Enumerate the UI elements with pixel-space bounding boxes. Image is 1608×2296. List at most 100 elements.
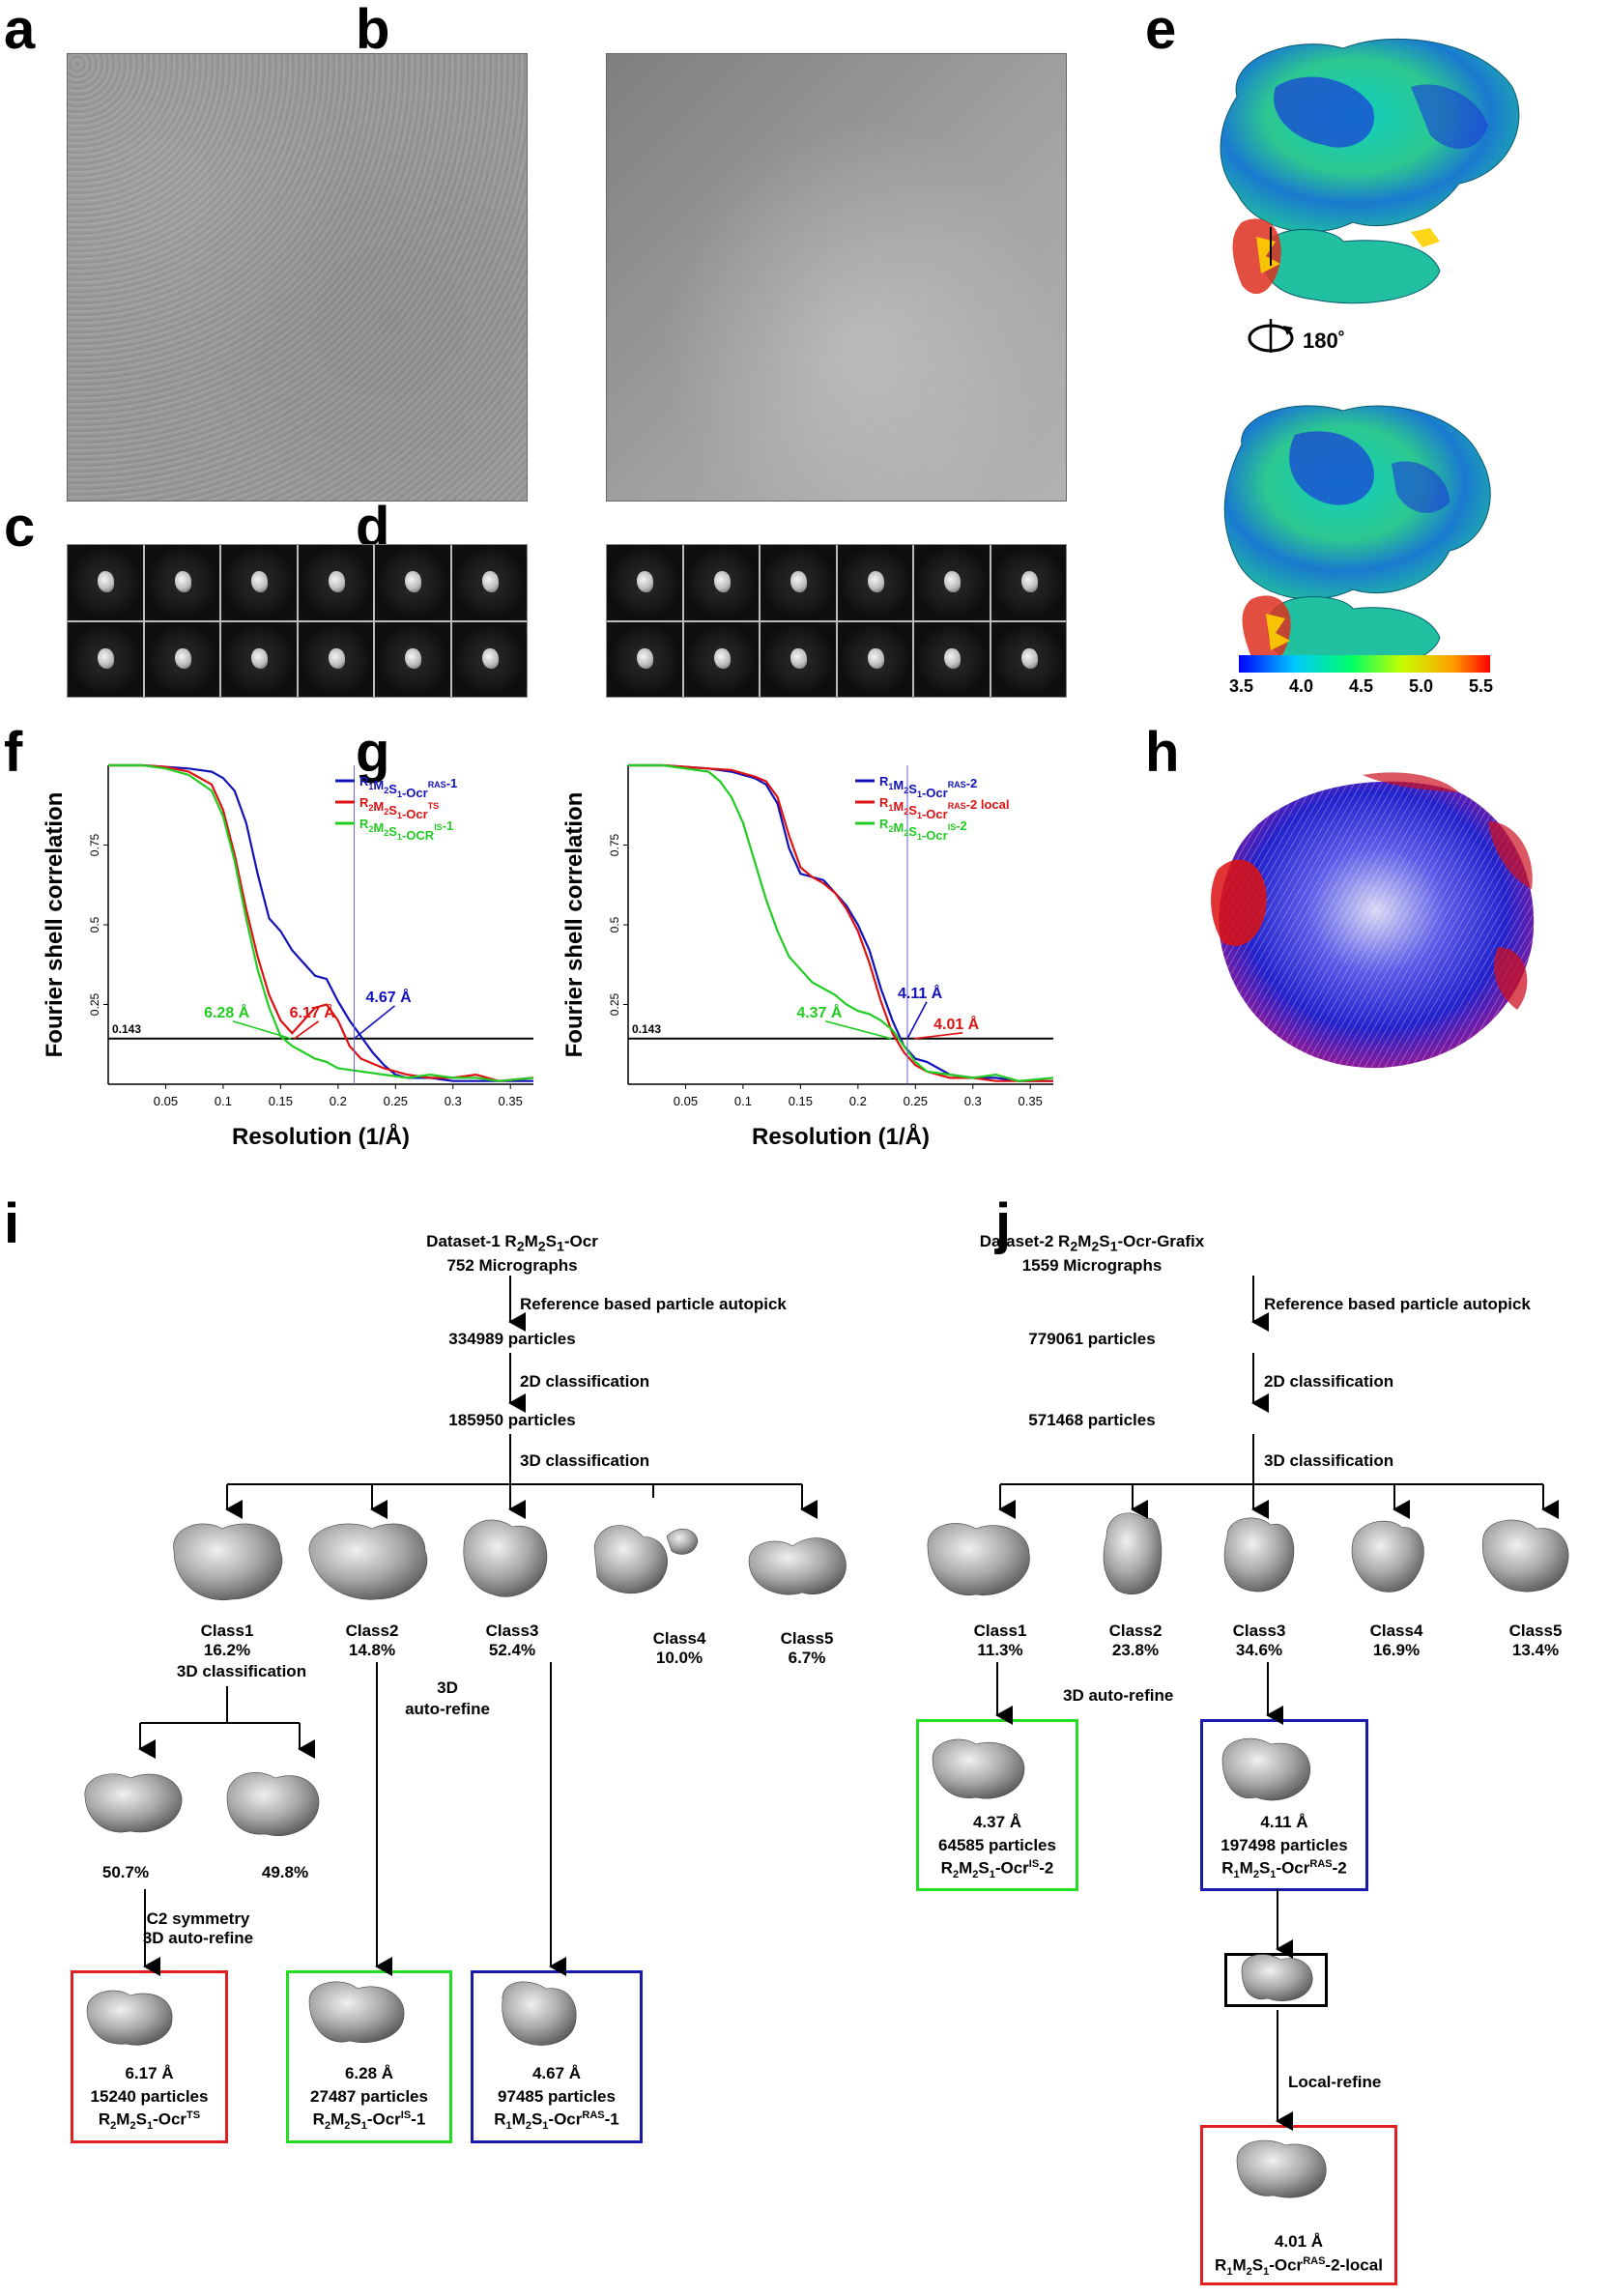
colorbar-ticks: 3.5 4.0 4.5 5.0 5.5 (1229, 676, 1519, 700)
class-averages-c (67, 544, 528, 698)
annotation-arrow (825, 1020, 892, 1040)
class-label: Class3 52.4% (485, 1622, 539, 1659)
x-tick-label: 0.05 (674, 1094, 698, 1108)
rotation-arrow-icon (1248, 227, 1294, 353)
sub-3d-classification: 3D classification (176, 1662, 307, 1680)
annotation-arrow (914, 1032, 963, 1040)
annotation-label: 4.01 Å (933, 1015, 980, 1033)
legend-entry: R2M2S1-OCRIS-1 (359, 817, 453, 843)
step-2d: 2D classification (1264, 1372, 1394, 1391)
step-2d: 2D classification (520, 1372, 650, 1391)
annotation-label: 6.17 Å (290, 1003, 336, 1021)
x-tick-label: 0.15 (269, 1094, 293, 1108)
annotation-label: 4.11 Å (898, 984, 943, 1002)
particle-count-2: 571468 particles (1028, 1411, 1156, 1429)
model-name: R1M2S1-OcrRAS-1 (494, 2109, 619, 2133)
x-tick-label: 0.3 (445, 1094, 462, 1108)
y-axis-label: Fourier shell correlation (42, 792, 68, 1058)
step-autopick: Reference based particle autopick (520, 1295, 787, 1313)
map-top-view (1220, 38, 1520, 304)
step-3d: 3D classification (1264, 1451, 1394, 1470)
resolution: 4.11 Å (1260, 1813, 1308, 1831)
x-tick-label: 0.2 (330, 1094, 347, 1108)
colorbar-tick: 5.0 (1409, 676, 1434, 696)
class-average (991, 621, 1066, 697)
class-average (683, 545, 759, 620)
class-average (607, 545, 682, 620)
x-tick-label: 0.2 (849, 1094, 867, 1108)
panel-label-i: i (4, 1192, 20, 1255)
annotation-arrow (294, 1020, 320, 1040)
colorbar-tick: 4.5 (1349, 676, 1374, 696)
class-average (761, 621, 836, 697)
legend-entry: R2M2S1-OcrIS-2 (879, 817, 967, 843)
y-tick-label: 0.5 (608, 916, 621, 933)
series-line (108, 763, 534, 1082)
particles: 64585 particles (938, 1836, 1056, 1854)
panel-label-j: j (995, 1192, 1012, 1255)
map-rotated-view (1223, 405, 1491, 672)
auto-refine-label: 3D auto-refine (405, 1679, 490, 1718)
class-average (375, 621, 450, 697)
x-tick-label: 0.1 (734, 1094, 752, 1108)
class-average (298, 621, 373, 697)
step-3d: 3D classification (520, 1451, 650, 1470)
particle-count-1: 779061 particles (1028, 1330, 1156, 1348)
auto-refine-label: 3D auto-refine (1063, 1686, 1174, 1705)
annotation-arrow (232, 1020, 292, 1040)
fsc-chart-f: 0.05 0.1 0.15 0.2 0.25 0.3 0.35 0.25 0.5 0.75 Four… (42, 763, 534, 1150)
class-average (761, 545, 836, 620)
y-tick-label: 0.25 (88, 992, 101, 1016)
class-label: Class5 13.4% (1508, 1622, 1563, 1659)
rotation-label: 180˚ (1303, 329, 1345, 353)
class-average (914, 621, 990, 697)
class-averages-d (606, 544, 1067, 698)
annotation-label: 4.37 Å (796, 1003, 843, 1021)
y-tick-label: 0.25 (608, 992, 621, 1016)
resolution: 6.28 Å (344, 2064, 394, 2082)
y-tick-label: 0.75 (608, 833, 621, 856)
legend-entry: R1M2S1-OcrRAS-2 local (879, 795, 1010, 821)
x-tick-label: 0.1 (215, 1094, 232, 1108)
colorbar-tick: 3.5 (1229, 676, 1254, 696)
x-tick-label: 0.25 (904, 1094, 928, 1108)
colorbar (1239, 655, 1490, 673)
class-average (298, 545, 373, 620)
y-axis-label: Fourier shell correlation (561, 792, 588, 1058)
legend-entry: R1M2S1-OcrRAS-1 (359, 774, 457, 800)
fsc-chart-g: 0.05 0.1 0.15 0.2 0.25 0.3 0.35 0.25 0.5 0.75 Four… (561, 763, 1054, 1150)
class-average (837, 545, 912, 620)
annotation-arrow (906, 1001, 928, 1040)
colorbar-tick: 5.5 (1469, 676, 1494, 696)
threshold-label: 0.143 (112, 1022, 141, 1036)
panel-label-a: a (4, 0, 36, 61)
dataset-title: Dataset-2 R2M2S1-Ocr-Grafix (979, 1232, 1205, 1255)
class-label: Class5 6.7% (780, 1629, 834, 1667)
step-autopick: Reference based particle autopick (1264, 1295, 1531, 1313)
model-name: R2M2S1-OcrIS-2 (940, 1858, 1054, 1881)
series-line (628, 763, 1053, 1082)
flowchart-connectors (84, 1276, 1569, 2198)
particles: 197498 particles (1220, 1836, 1348, 1854)
micrograph-count: 1559 Micrographs (1021, 1256, 1163, 1275)
class-label: Class4 16.9% (1369, 1622, 1423, 1659)
y-tick-label: 0.5 (88, 916, 101, 933)
class-average (144, 545, 219, 620)
series-line (628, 763, 1054, 1082)
class-label: Class4 10.0% (652, 1629, 706, 1667)
series-line (108, 763, 534, 1082)
class-label: Class1 11.3% (973, 1622, 1027, 1659)
micrograph-count: 752 Micrographs (446, 1256, 578, 1275)
subclass-pct: 50.7% (101, 1863, 150, 1881)
class-average (221, 621, 297, 697)
class-average (68, 545, 143, 620)
series-line (628, 763, 1053, 1082)
class-average (991, 545, 1066, 620)
particles: 15240 particles (90, 2087, 209, 2106)
panel-label-e: e (1145, 0, 1177, 61)
legend-entry: R1M2S1-OcrRAS-2 (879, 774, 977, 800)
class-average (837, 621, 912, 697)
class-average (683, 621, 759, 697)
x-axis-label: Resolution (1/Å) (752, 1123, 930, 1150)
micrograph-b (606, 53, 1067, 502)
